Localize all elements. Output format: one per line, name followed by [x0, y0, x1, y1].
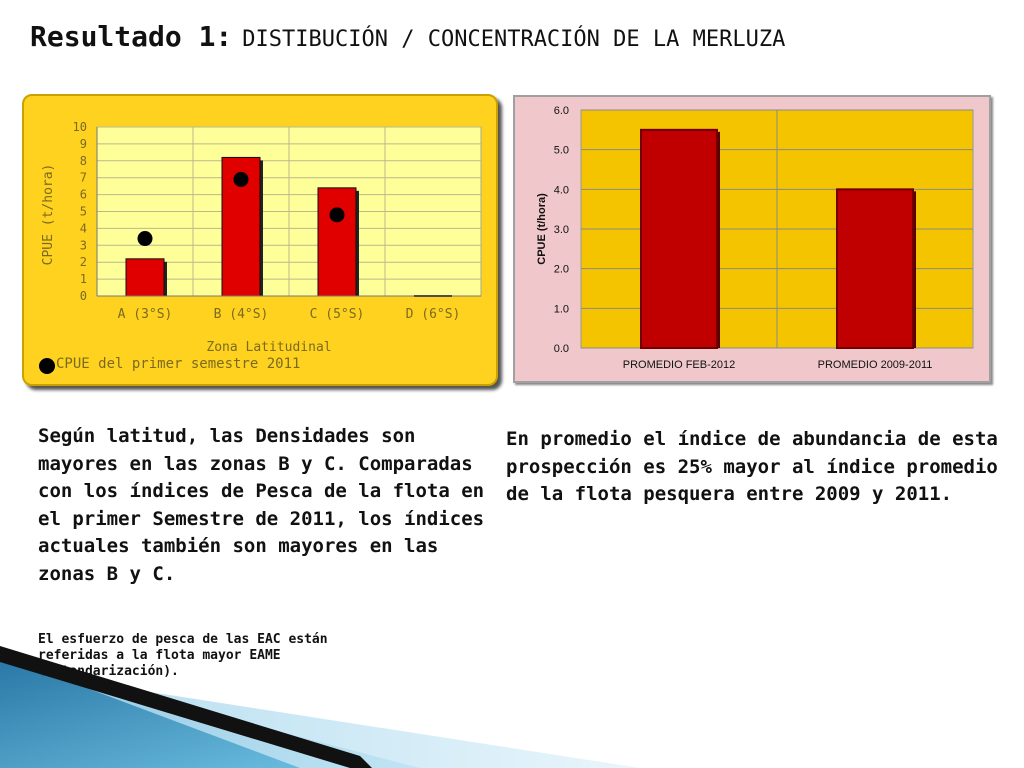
bar: [317, 187, 357, 297]
zone-cpue-chart: 0 1 2 3 4 5 6 7 8 9 10 A (3°S) B (4°S) C (5°S) D (6°S)…: [22, 94, 498, 386]
x-tick-label: A (3°S): [118, 307, 173, 322]
y-tick-label: 3: [80, 238, 87, 252]
y-tick-label: 0.0: [554, 343, 569, 355]
cpue-2011-point: [233, 171, 249, 187]
y-tick-label: 3.0: [554, 224, 569, 236]
y-axis-label: CPUE (t/hora): [536, 193, 548, 265]
y-tick-label: 4.0: [554, 184, 569, 196]
x-tick-label: B (4°S): [214, 307, 269, 322]
x-tick-label: D (6°S): [406, 307, 461, 322]
slide-title: Resultado 1: DISTIBUCIÓN / CONCENTRACIÓN …: [30, 20, 785, 53]
title-main: Resultado 1:: [30, 20, 233, 53]
average-cpue-chart-svg: 0.0 1.0 2.0 3.0 4.0 5.0 6.0 PROMEDIO FEB-2012 PR…: [536, 105, 974, 371]
y-tick-label: 1.0: [554, 303, 569, 315]
x-tick-label: C (5°S): [310, 307, 365, 322]
y-tick-label: 10: [73, 120, 87, 134]
y-tick-label: 9: [80, 137, 87, 151]
zone-cpue-chart-svg: 0 1 2 3 4 5 6 7 8 9 10 A (3°S) B (4°S) C (5°S) D (6°S)…: [39, 120, 482, 374]
y-axis-label: CPUE (t/hora): [41, 164, 56, 266]
y-tick-label: 2: [80, 255, 87, 269]
cpue-2011-point: [329, 207, 345, 223]
x-tick-label: PROMEDIO 2009-2011: [818, 359, 933, 371]
latitude-summary-text: Según latitud, las Densidades son mayore…: [38, 425, 485, 585]
average-cpue-chart: 0.0 1.0 2.0 3.0 4.0 5.0 6.0 PROMEDIO FEB-2012 PR…: [513, 95, 991, 383]
x-axis-label: Zona Latitudinal: [206, 340, 331, 355]
y-tick-label: 5: [80, 205, 87, 219]
y-tick-label: 6.0: [554, 105, 569, 117]
y-tick-label: 1: [80, 272, 87, 286]
abundance-summary-text: En promedio el índice de abundancia de e…: [506, 428, 998, 505]
x-tick-label: PROMEDIO FEB-2012: [623, 359, 735, 371]
bar: [836, 188, 914, 350]
y-tick-label: 8: [80, 154, 87, 168]
cpue-2011-point: [137, 231, 153, 247]
bar: [640, 128, 718, 350]
legend-marker: [39, 358, 55, 374]
y-tick-label: 4: [80, 221, 87, 235]
y-tick-label: 2.0: [554, 264, 569, 276]
legend-label: CPUE del primer semestre 2011: [56, 356, 300, 372]
title-sub: DISTIBUCIÓN / CONCENTRACIÓN DE LA MERLUZ…: [242, 27, 786, 52]
y-tick-label: 7: [80, 171, 87, 185]
y-tick-label: 0: [80, 289, 87, 303]
y-tick-label: 6: [80, 188, 87, 202]
corner-decoration: [0, 646, 640, 768]
bar: [125, 258, 165, 297]
y-tick-label: 5.0: [554, 145, 569, 157]
